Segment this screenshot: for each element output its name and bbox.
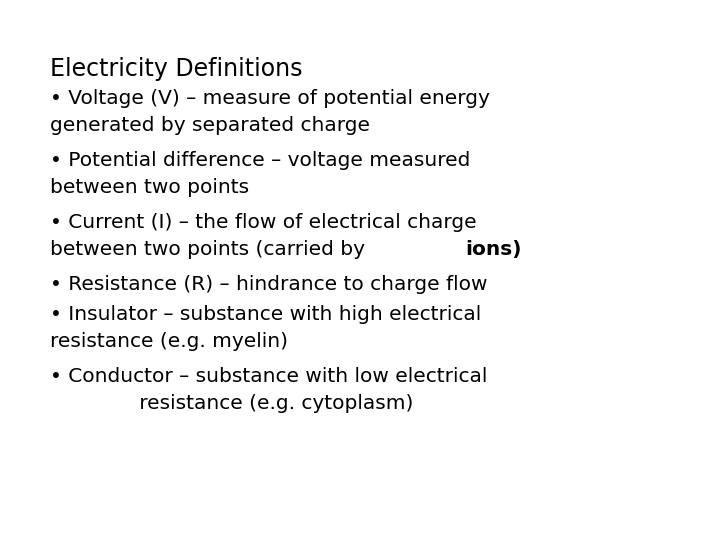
Text: • Insulator – substance with high electrical: • Insulator – substance with high electr…: [50, 305, 482, 324]
Text: • Potential difference – voltage measured: • Potential difference – voltage measure…: [50, 151, 471, 170]
Text: generated by separated charge: generated by separated charge: [50, 116, 370, 135]
Text: • Current (I) – the flow of electrical charge: • Current (I) – the flow of electrical c…: [50, 213, 477, 232]
Text: Electricity Definitions: Electricity Definitions: [50, 57, 303, 80]
Text: between two points: between two points: [50, 178, 250, 197]
Text: ions): ions): [465, 240, 521, 259]
Text: resistance (e.g. cytoplasm): resistance (e.g. cytoplasm): [50, 394, 414, 413]
Text: • Voltage (V) – measure of potential energy: • Voltage (V) – measure of potential ene…: [50, 89, 490, 108]
Text: • Resistance (R) – hindrance to charge flow: • Resistance (R) – hindrance to charge f…: [50, 275, 488, 294]
Text: between two points (carried by: between two points (carried by: [50, 240, 372, 259]
Text: • Conductor – substance with low electrical: • Conductor – substance with low electri…: [50, 367, 487, 386]
Text: resistance (e.g. myelin): resistance (e.g. myelin): [50, 332, 289, 351]
